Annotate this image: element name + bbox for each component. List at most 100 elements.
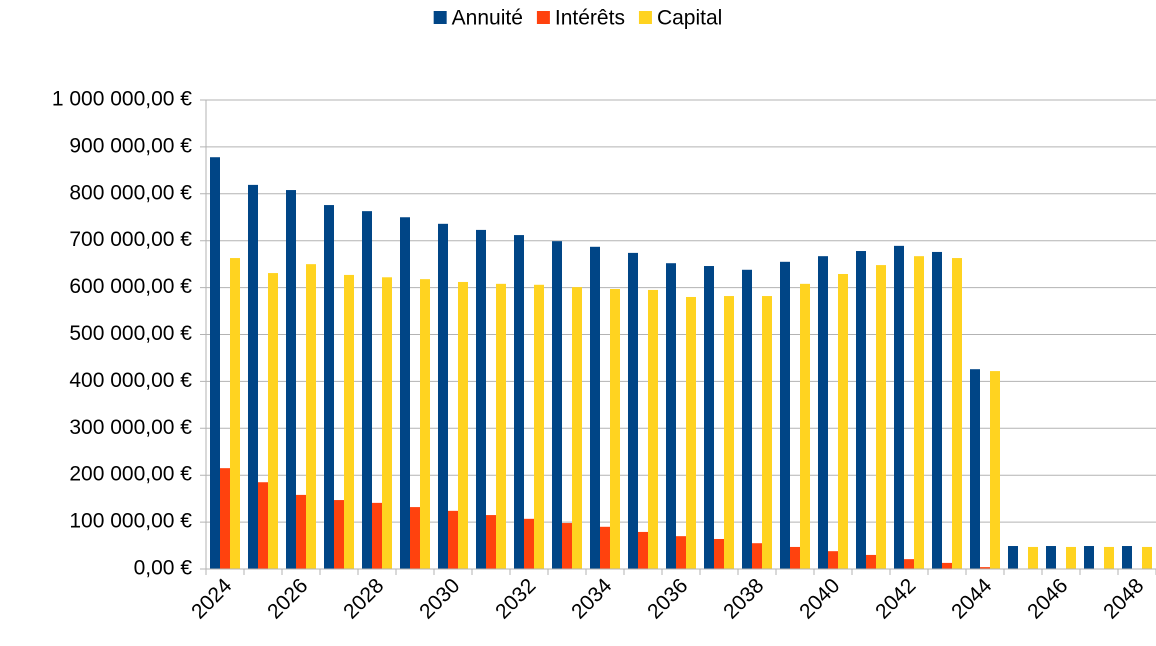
bar [638, 531, 648, 569]
bar [724, 296, 734, 569]
bar [230, 258, 240, 569]
y-tick-label: 300 000,00 € [69, 416, 192, 439]
bar [610, 289, 620, 569]
bar [362, 211, 372, 569]
bar [904, 559, 914, 569]
bar [562, 523, 572, 569]
bar [420, 279, 430, 569]
bar [382, 277, 392, 569]
bar [648, 289, 658, 569]
y-tick-label: 700 000,00 € [69, 228, 192, 251]
y-tick-label: 600 000,00 € [69, 275, 192, 298]
bar [714, 538, 724, 569]
bar [942, 562, 952, 569]
y-tick-label: 100 000,00 € [69, 510, 192, 533]
bar [600, 526, 610, 569]
bar [344, 274, 354, 569]
bar [258, 482, 268, 569]
bar [334, 500, 344, 569]
bar [268, 273, 278, 569]
legend: Annuité Intérêts Capital [433, 7, 722, 30]
bar [932, 251, 942, 569]
x-tick-label: 2040 [795, 574, 844, 623]
bar [552, 241, 562, 569]
y-tick-label: 200 000,00 € [69, 463, 192, 486]
legend-label: Capital [657, 7, 722, 30]
bar [914, 256, 924, 569]
legend-label: Annuité [452, 7, 523, 30]
x-tick-label: 2026 [263, 574, 312, 623]
x-tick-label: 2030 [415, 574, 464, 623]
bar [970, 369, 980, 569]
bar [286, 190, 296, 569]
bar [800, 283, 810, 569]
legend-label: Intérêts [555, 7, 625, 30]
bar [438, 223, 448, 570]
bar [1046, 546, 1056, 569]
bar [866, 554, 876, 569]
bar [296, 494, 306, 569]
bar [572, 287, 582, 569]
legend-swatch [638, 11, 652, 24]
x-tick-label: 2038 [719, 574, 768, 623]
bar [1028, 546, 1038, 569]
legend-swatch [536, 11, 550, 24]
bar [676, 536, 686, 569]
bar [990, 371, 1000, 569]
bar [324, 205, 334, 569]
bar [496, 283, 506, 569]
bar [448, 510, 458, 569]
bar [876, 265, 886, 569]
bar [248, 184, 258, 569]
y-tick-label: 400 000,00 € [69, 369, 192, 392]
y-tick-label: 0,00 € [134, 557, 193, 580]
y-tick-label: 500 000,00 € [69, 322, 192, 345]
bar [590, 246, 600, 569]
bar [818, 256, 828, 569]
bar [686, 296, 696, 569]
x-tick-label: 2034 [567, 574, 617, 624]
x-tick-label: 2032 [491, 574, 540, 623]
bar [1066, 546, 1076, 569]
bar [458, 281, 468, 569]
bar [628, 252, 638, 570]
bar [1142, 546, 1152, 569]
bar [704, 266, 714, 569]
bar [1122, 546, 1132, 569]
x-tick-label: 2036 [643, 574, 692, 623]
bar [1084, 546, 1094, 569]
bar [486, 515, 496, 569]
x-tick-label: 2042 [871, 574, 920, 623]
bar [1104, 546, 1114, 569]
y-tick-label: 900 000,00 € [69, 134, 192, 157]
bar [762, 296, 772, 569]
bar [952, 258, 962, 569]
bar [400, 217, 410, 569]
bar [534, 284, 544, 569]
x-tick-label: 2024 [187, 574, 237, 624]
bar [476, 229, 486, 569]
x-tick-label: 2044 [947, 574, 997, 624]
y-tick-label: 800 000,00 € [69, 181, 192, 204]
x-tick-label: 2046 [1023, 574, 1072, 623]
bar [306, 264, 316, 569]
bar [894, 245, 904, 569]
bar [666, 263, 676, 569]
bar [514, 235, 524, 569]
bar [524, 518, 534, 569]
bar [410, 507, 420, 569]
bar [372, 502, 382, 569]
y-tick-label: 1 000 000,00 € [52, 88, 192, 111]
x-tick-label: 2048 [1099, 574, 1148, 623]
bar [752, 543, 762, 569]
bar [980, 567, 990, 569]
bar [1008, 546, 1018, 569]
bar [780, 261, 790, 569]
bar [742, 269, 752, 569]
x-tick-label: 2028 [339, 574, 388, 623]
bar [838, 273, 848, 569]
bar [210, 157, 220, 569]
bar [790, 546, 800, 569]
bar [220, 468, 230, 569]
